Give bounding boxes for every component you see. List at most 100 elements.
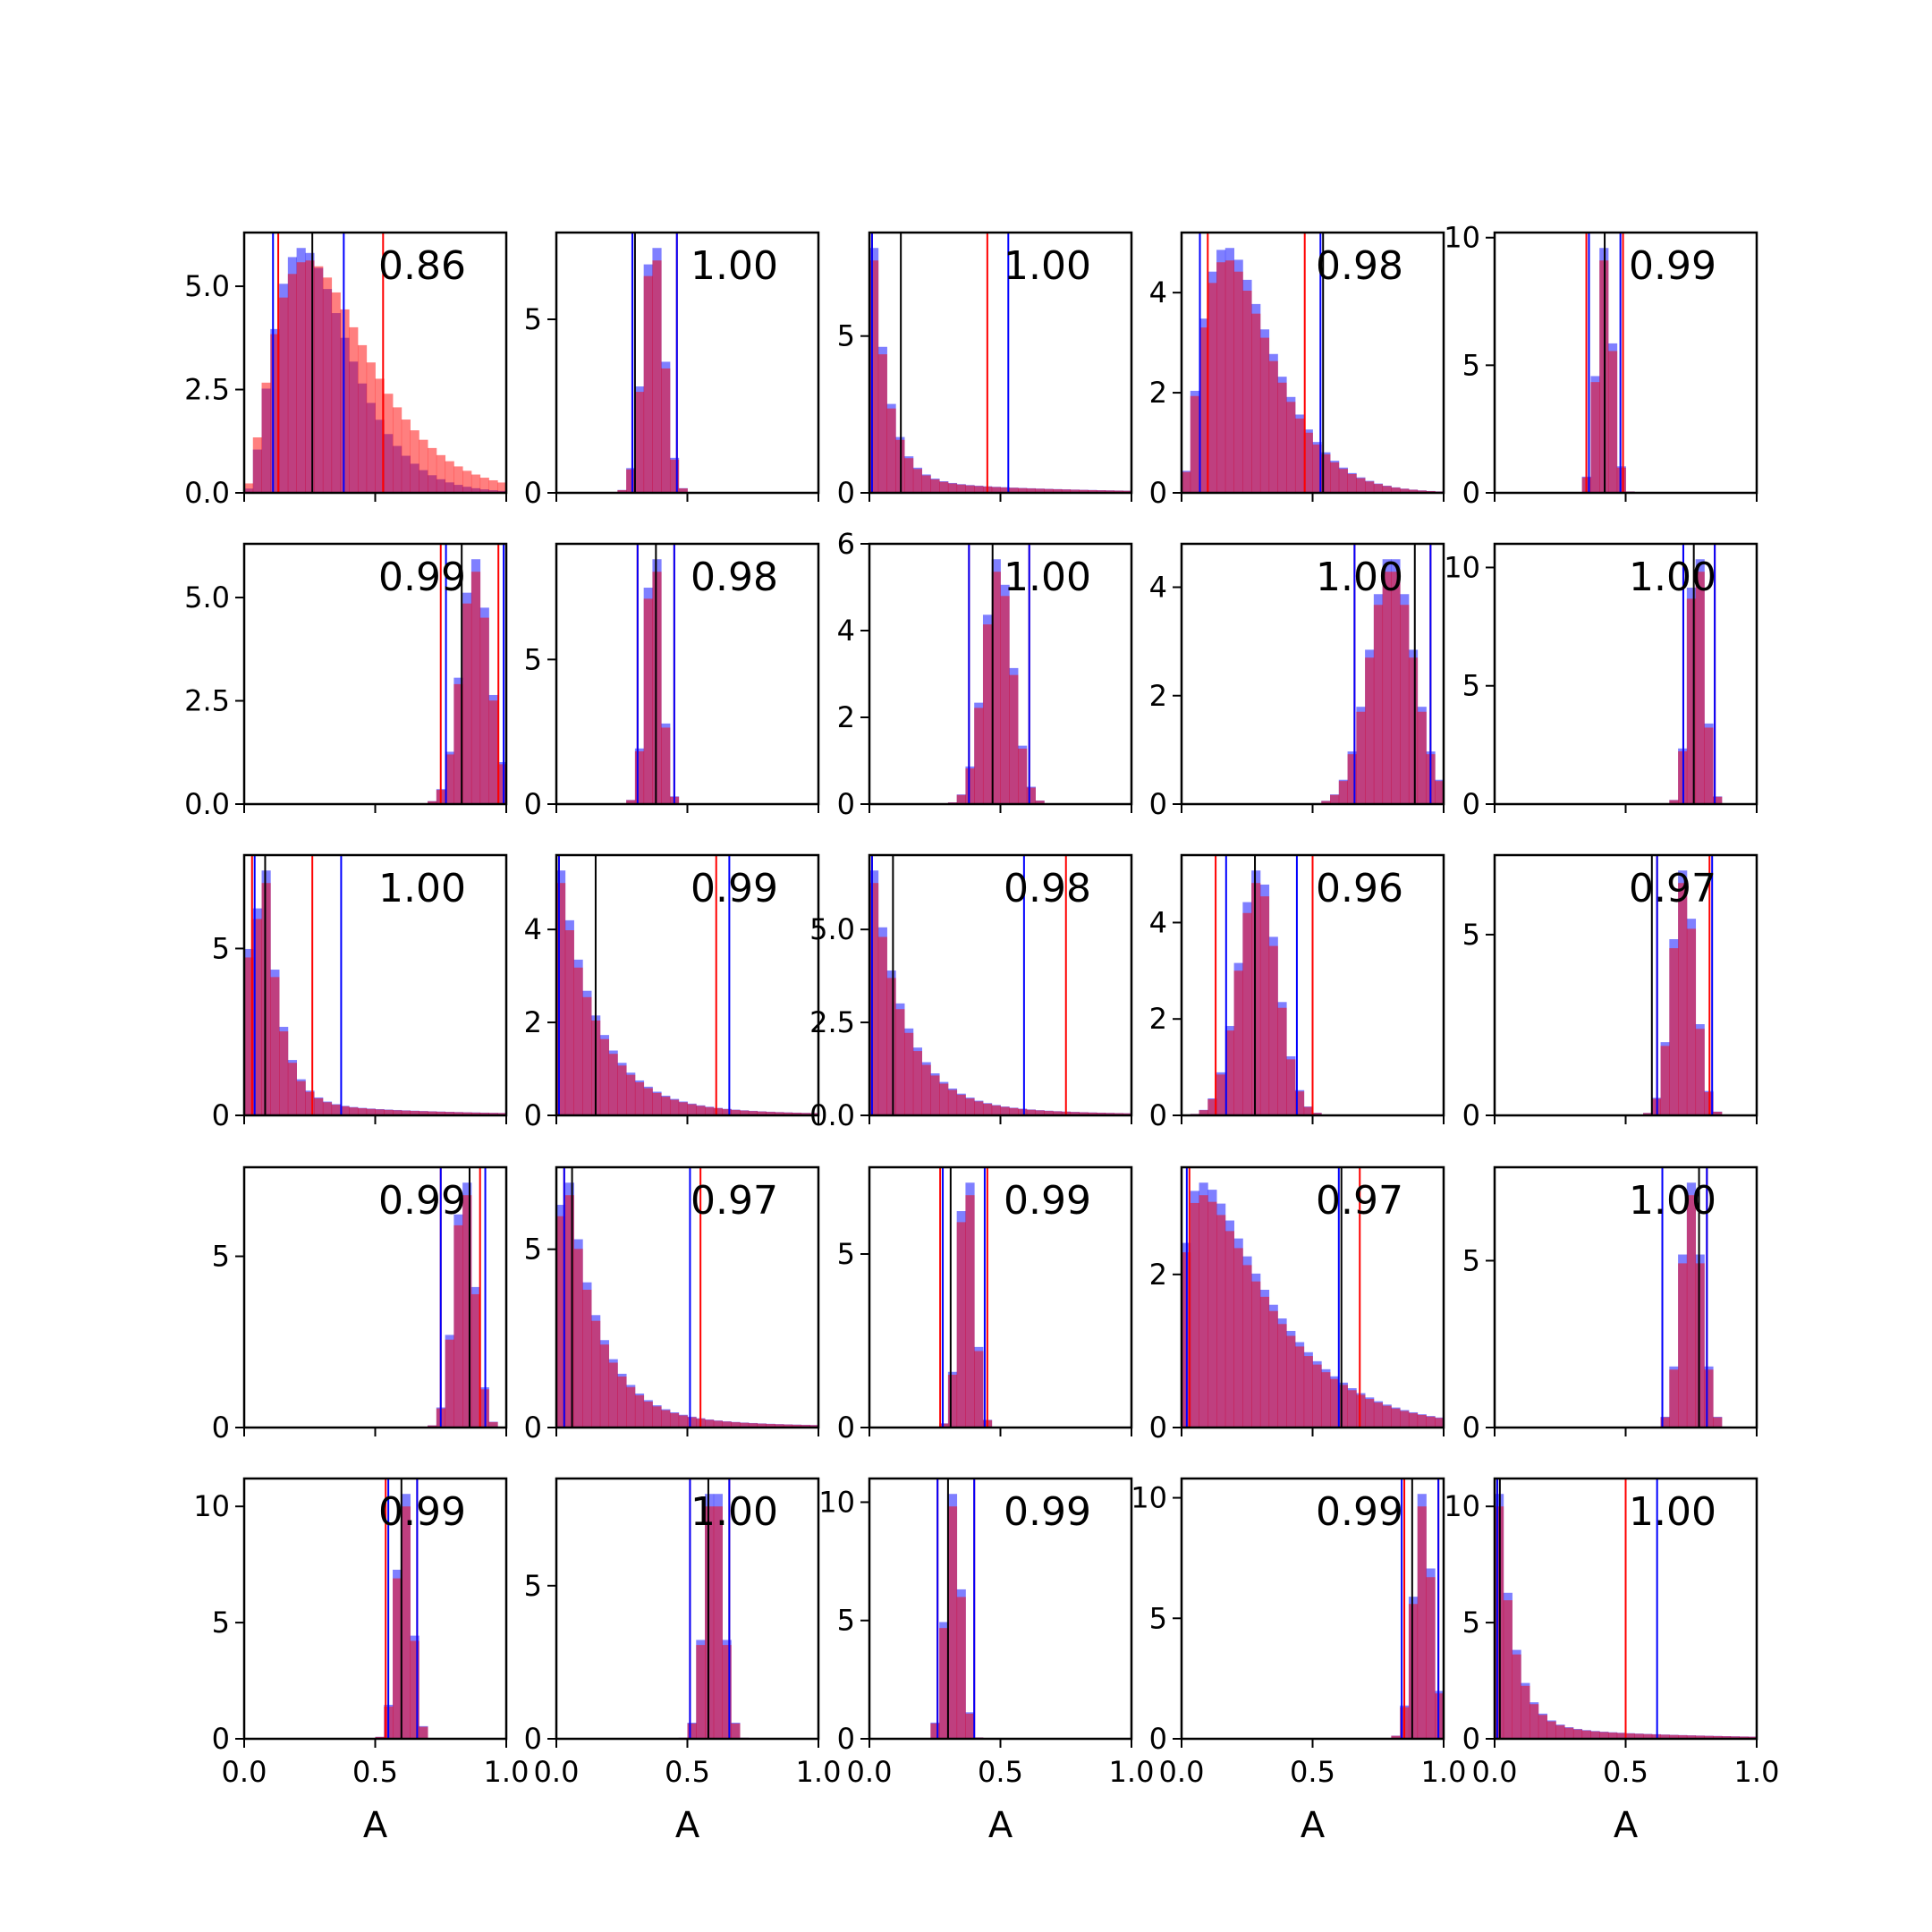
red-bar: [1713, 1417, 1723, 1428]
red-bar: [886, 978, 896, 1115]
red-bar: [731, 1422, 741, 1428]
red-bar: [1373, 1402, 1384, 1428]
red-bar: [930, 1723, 940, 1739]
red-bar: [1417, 711, 1427, 804]
red-bar: [445, 461, 454, 493]
red-bar: [1643, 1733, 1653, 1739]
red-bar: [599, 1344, 609, 1428]
red-bar: [1277, 1007, 1287, 1115]
y-tick-label: 5: [524, 302, 542, 336]
red-bar: [687, 1723, 697, 1739]
x-tick-label: 1.0: [1109, 1755, 1155, 1789]
red-bar: [331, 292, 341, 493]
red-bar: [488, 1113, 498, 1115]
panel-grid: 0.02.55.0 0.86051.00051.000240.9805100.99…: [184, 221, 1779, 1846]
red-bar: [1035, 488, 1045, 493]
red-bar: [643, 1088, 653, 1115]
histogram-panel: 0 5 10 0.0 0.5 1.0 0.99 A: [193, 1477, 529, 1846]
red-bar: [453, 466, 463, 493]
red-bar: [1400, 1411, 1410, 1428]
red-bar: [634, 1081, 645, 1115]
y-tick-label: 0: [837, 476, 855, 510]
y-tick-label: 5: [1462, 1606, 1480, 1640]
y-tick-label: 0: [837, 787, 855, 821]
y-tick-label: 5: [1462, 1243, 1480, 1277]
red-bar: [1704, 1735, 1714, 1739]
red-bar: [1426, 1416, 1436, 1428]
red-bar: [1079, 1112, 1089, 1115]
histogram-panel: 0 2 4 0.96: [1149, 853, 1445, 1132]
red-bar: [1695, 572, 1705, 804]
red-bar: [1669, 800, 1679, 804]
red-bar: [1347, 473, 1357, 493]
red-bar: [947, 483, 958, 493]
red-bar: [1713, 1111, 1723, 1115]
red-bar: [1286, 1059, 1296, 1115]
x-axis-label: A: [675, 1805, 700, 1846]
red-bar: [436, 1111, 446, 1115]
red-bar: [419, 1726, 428, 1739]
red-bar: [1303, 432, 1313, 493]
histogram-panel: 020.97: [1149, 1165, 1445, 1445]
red-bar: [1338, 1385, 1348, 1428]
red-bar: [1678, 1263, 1688, 1428]
y-tick-label: 0.0: [809, 1098, 855, 1132]
y-tick-label: 5: [1462, 348, 1480, 382]
red-bar: [775, 1112, 784, 1115]
red-bar: [1713, 796, 1723, 804]
score-label: 1.00: [1004, 555, 1091, 600]
red-bar: [453, 1224, 463, 1428]
red-bar: [661, 1097, 671, 1115]
red-bar: [401, 1506, 411, 1739]
plot-area: [1495, 1479, 1757, 1739]
red-bar: [591, 1320, 601, 1428]
red-bar: [314, 1097, 324, 1115]
red-bar: [939, 1083, 949, 1115]
red-bar: [1079, 489, 1089, 493]
red-bar: [731, 1723, 741, 1739]
red-bar: [1330, 794, 1340, 804]
red-bar: [696, 1645, 706, 1739]
y-tick-label: 10: [1131, 1481, 1167, 1515]
red-bar: [982, 624, 993, 804]
red-bar: [1233, 1248, 1243, 1428]
score-label: 1.00: [1004, 243, 1091, 289]
red-bar: [287, 1063, 297, 1115]
red-bar: [634, 392, 645, 493]
score-label: 0.97: [691, 1178, 778, 1224]
red-bar: [357, 1108, 368, 1115]
red-bar: [1564, 1727, 1574, 1739]
red-bar: [1216, 1215, 1226, 1428]
red-bar: [279, 297, 289, 493]
score-label: 1.00: [1316, 555, 1403, 600]
plot-area: [244, 233, 506, 493]
score-label: 1.00: [691, 243, 778, 289]
red-bar: [384, 1109, 394, 1115]
red-bar: [270, 334, 280, 493]
red-bar: [497, 1113, 506, 1115]
y-tick-label: 4: [1149, 905, 1167, 939]
y-tick-label: 0: [1149, 476, 1167, 510]
red-bar: [1695, 1263, 1705, 1428]
histogram-panel: 050.97: [524, 1165, 820, 1445]
plot-area: [626, 544, 680, 804]
red-bar: [384, 394, 394, 493]
red-bar: [1408, 657, 1419, 804]
red-bar: [1233, 970, 1243, 1115]
red-bar: [1391, 1408, 1401, 1428]
red-bar: [1190, 1202, 1199, 1428]
red-bar: [775, 1424, 784, 1428]
red-bar: [965, 1098, 975, 1115]
y-tick-label: 0: [1149, 1722, 1167, 1756]
y-tick-label: 0: [1462, 787, 1480, 821]
red-bar: [393, 1110, 402, 1115]
red-bar: [1686, 928, 1697, 1115]
red-bar: [1704, 727, 1714, 804]
y-tick-label: 0: [524, 1411, 542, 1445]
red-bar: [956, 1222, 966, 1428]
y-tick-label: 5: [837, 1604, 855, 1638]
red-bar: [991, 1105, 1001, 1115]
y-tick-label: 0.0: [184, 476, 230, 510]
score-label: 0.98: [691, 555, 778, 600]
red-bar: [678, 1102, 688, 1115]
